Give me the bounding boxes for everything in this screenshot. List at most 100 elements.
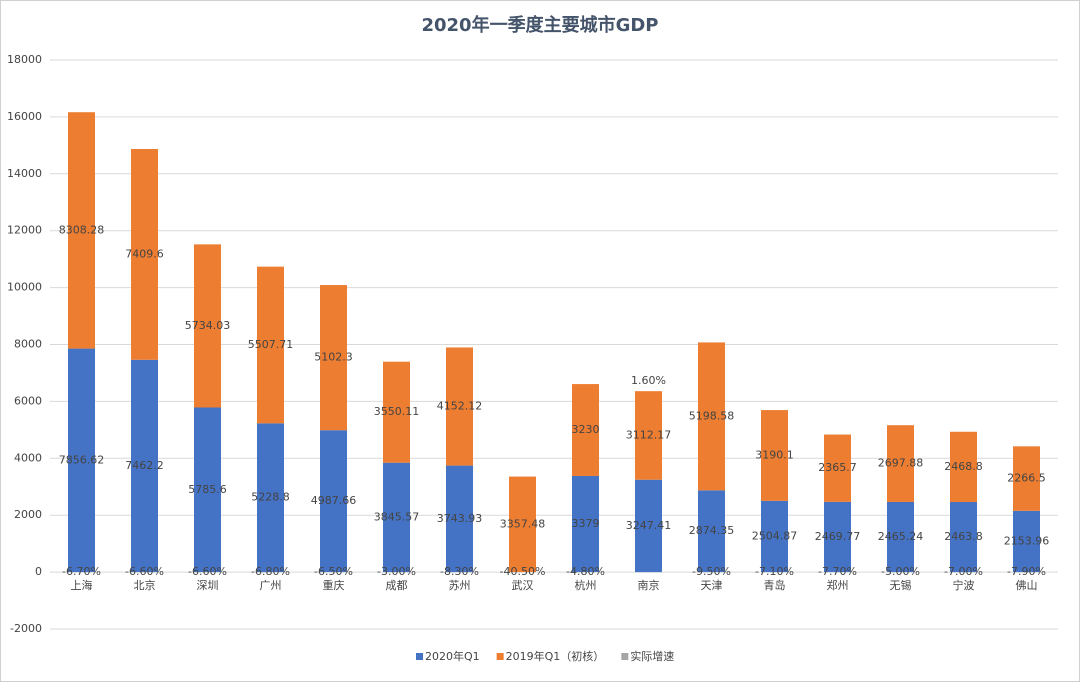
value-label: -5.00% [881,565,920,578]
y-tick-label: 10000 [7,281,42,294]
value-label: -9.50% [692,565,731,578]
bar-segment [572,475,599,573]
value-label: 2469.77 [815,530,861,543]
y-tick-label: 2000 [14,508,42,521]
bar-segment [887,501,914,573]
y-tick-label: 16000 [7,110,42,123]
bar-segment [446,347,473,466]
x-tick-label: 北京 [134,578,156,592]
legend-swatch [621,653,629,660]
value-label: 2697.88 [878,457,924,470]
value-label: 3230 [572,423,600,436]
value-label: 4987.66 [311,494,357,507]
bar-segment [1013,446,1040,511]
legend-label: 实际增速 [630,649,674,663]
x-tick-label: 南京 [638,578,660,592]
value-label: -3.00% [377,565,416,578]
value-label: 5102.3 [314,351,353,364]
value-label: 3845.57 [374,510,420,523]
x-tick-label: 郑州 [827,578,849,592]
bar-segment [1013,510,1040,573]
bar-segment [635,391,662,480]
value-label: -7.10% [755,565,794,578]
value-label: -6.60% [125,565,164,578]
x-tick-label: 深圳 [197,579,219,592]
y-tick-label: 18000 [7,53,42,66]
value-label: 3357.48 [500,517,546,530]
bar-segment [131,359,158,573]
value-label: -6.50% [314,565,353,578]
x-tick-label: 广州 [260,579,282,592]
bar-segment [761,500,788,573]
value-label: 8308.28 [59,223,105,236]
value-label: 7409.6 [125,247,164,260]
x-tick-label: 武汉 [512,579,534,592]
x-tick-label: 重庆 [323,578,345,592]
value-label: -7.90% [1007,565,1046,578]
value-label: 2463.8 [944,530,983,543]
bar-segment [950,431,977,503]
value-label: -6.70% [62,565,101,578]
x-tick-label: 佛山 [1016,579,1038,592]
y-tick-label: 6000 [14,394,42,407]
bar-segment [257,423,284,573]
bar-segment [320,285,347,431]
bar-segment [887,425,914,502]
legend-swatch [496,653,504,660]
value-label: 3379 [572,517,600,530]
value-label: 2365.7 [818,461,857,474]
value-label: 3190.1 [755,448,794,461]
bar-segment [698,490,725,573]
x-tick-label: 无锡 [890,578,912,592]
value-label: 5198.58 [689,409,735,422]
bar-segment [824,434,851,502]
value-label: 2504.87 [752,529,798,542]
legend-label: 2020年Q1 [425,649,480,663]
bar-segment [194,244,221,408]
value-label: 5507.71 [248,338,294,351]
value-label: 4152.12 [437,400,483,413]
bar-segment [320,430,347,573]
x-tick-label: 天津 [701,579,723,592]
value-label: 2153.96 [1004,534,1050,547]
value-label: 3112.17 [626,428,672,441]
bar-segment [68,112,95,349]
value-label: -4.80% [566,565,605,578]
y-tick-label: 12000 [7,224,42,237]
value-label: 2468.8 [944,460,983,473]
y-tick-label: 14000 [7,167,42,180]
value-label: 2874.35 [689,524,735,537]
value-label: 3550.11 [374,405,420,418]
bar-segment [572,384,599,476]
value-label: 2465.24 [878,530,924,543]
value-label: 7462.2 [125,459,164,472]
legend-swatch [416,653,423,660]
bar-segment [68,348,95,573]
bar-segment [635,479,662,573]
value-label: -6.60% [188,565,227,578]
value-label: 2266.5 [1007,472,1046,485]
bar-segment [383,462,410,573]
y-tick-label: -2000 [10,622,42,635]
y-tick-label: 0 [35,565,42,578]
value-label: -7.00% [944,565,983,578]
x-tick-label: 宁波 [953,578,975,592]
x-tick-label: 苏州 [449,579,471,592]
bar-segment [698,342,725,491]
x-tick-label: 成都 [386,579,408,592]
legend-label: 2019年Q1（初核） [506,649,605,663]
bar-segment [257,266,284,424]
value-label: 5228.8 [251,491,290,504]
value-label: -7.70% [818,565,857,578]
bar-segment [824,501,851,573]
value-label: 5734.03 [185,319,231,332]
x-tick-label: 青岛 [764,578,786,592]
bar-segment [950,502,977,573]
value-label: -40.50% [500,565,546,578]
y-tick-label: 4000 [14,451,42,464]
value-label: 3743.93 [437,512,483,525]
x-tick-label: 杭州 [575,578,597,592]
bar-segment [446,465,473,573]
